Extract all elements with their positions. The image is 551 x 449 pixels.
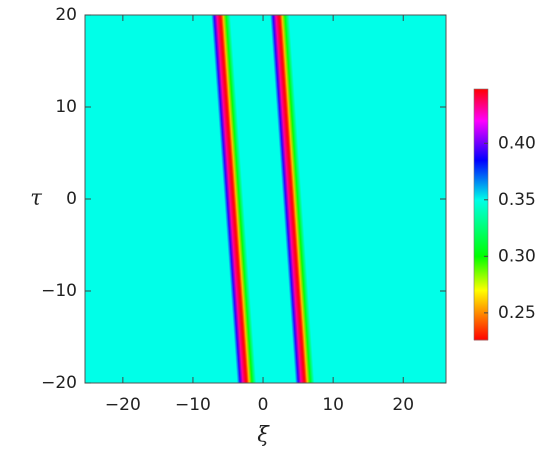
y-tick-label: 10 [55,97,77,117]
colorbar-tick-label: 0.40 [498,133,536,153]
stripe-band [222,15,253,383]
stripe-band [278,15,306,383]
colorbar-tick-label: 0.30 [498,246,536,266]
plot-area [211,15,315,383]
stripe-band [220,15,250,383]
stripe [211,15,257,383]
stripe-band [272,15,302,383]
y-tick-label: −20 [41,373,77,393]
stripe-band [211,15,241,383]
stripe-band [275,15,305,383]
stripe-band [219,15,248,383]
colorbar-segment [474,89,488,122]
colorbar-segment [474,160,488,201]
stripe [269,15,315,383]
stripe-band [213,15,244,383]
background [85,15,446,383]
colorbar-segment [474,256,488,291]
y-tick-label: 20 [55,5,77,25]
colorbar-tick-label: 0.25 [498,303,536,323]
stripe-band [225,15,257,383]
colorbar-segment [474,290,488,341]
x-tick-label: −10 [175,395,211,415]
x-tick-label: 0 [258,395,269,415]
stripe-band [279,15,308,383]
y-tick-label: 0 [66,189,77,209]
stripe-band [269,15,299,383]
stripe-band [216,15,246,383]
x-axis-label: ξ [257,423,270,447]
y-axis-label: τ [30,186,42,210]
colorbar-frame [473,88,489,341]
x-tick-label: 20 [392,395,414,415]
stripe-band [284,15,315,383]
x-tick-label: −20 [105,395,141,415]
colorbar-segment [474,199,488,257]
x-tick-label: 10 [322,395,344,415]
stripe-band [281,15,311,383]
colorbar-tick-label: 0.35 [498,190,536,210]
y-tick-label: −10 [41,281,77,301]
colorbar-segment [474,120,488,161]
